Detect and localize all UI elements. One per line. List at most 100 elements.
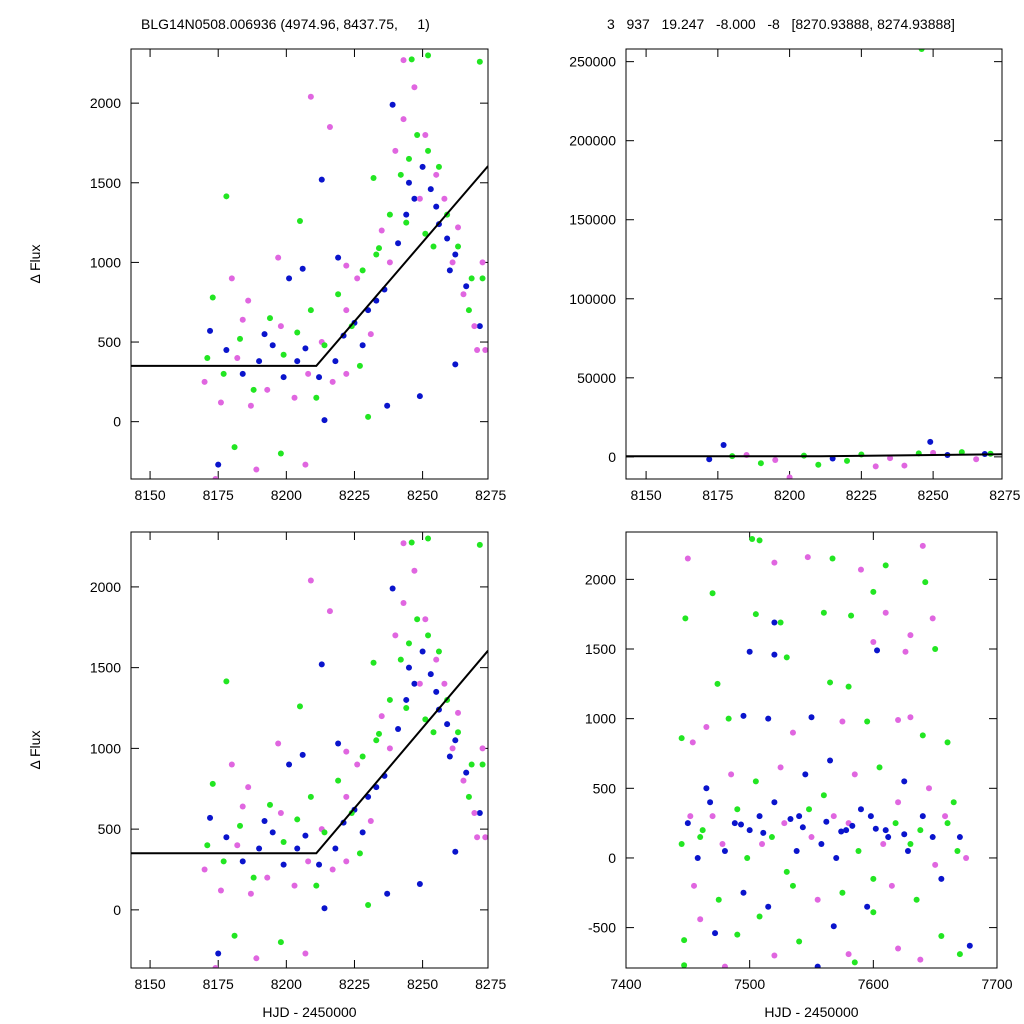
- data-point: [212, 965, 219, 968]
- data-point: [294, 358, 301, 365]
- x-tick-label: 8150: [631, 487, 662, 503]
- data-point: [907, 632, 914, 639]
- data-point: [316, 374, 323, 381]
- data-point: [307, 93, 314, 100]
- data-point: [280, 861, 287, 868]
- data-point: [783, 654, 790, 661]
- data-point: [416, 680, 423, 687]
- data-point: [403, 219, 410, 226]
- data-point: [343, 307, 350, 314]
- data-point: [687, 813, 694, 820]
- data-point: [335, 254, 342, 261]
- data-point: [277, 450, 284, 457]
- data-point: [373, 251, 380, 258]
- data-point: [872, 825, 879, 832]
- data-point: [468, 275, 475, 282]
- data-point: [419, 648, 426, 655]
- data-point: [830, 813, 837, 820]
- data-point: [759, 841, 766, 848]
- data-point: [728, 771, 735, 778]
- data-point: [804, 554, 811, 561]
- data-point: [904, 847, 911, 854]
- data-point: [808, 714, 815, 721]
- data-point: [400, 116, 407, 123]
- data-point: [228, 761, 235, 768]
- data-point: [864, 718, 871, 725]
- data-point: [356, 850, 363, 857]
- data-point: [332, 845, 339, 852]
- data-point: [938, 932, 945, 939]
- data-point: [444, 721, 451, 728]
- data-point: [709, 813, 716, 820]
- data-point: [682, 615, 689, 622]
- data-point: [815, 461, 822, 468]
- data-point: [918, 49, 925, 52]
- data-point: [956, 834, 963, 841]
- data-point: [452, 737, 459, 744]
- data-point: [707, 799, 714, 806]
- data-point: [326, 608, 333, 615]
- data-point: [411, 680, 418, 687]
- data-point: [756, 537, 763, 544]
- data-point: [359, 267, 366, 274]
- data-point: [917, 827, 924, 834]
- data-point: [463, 283, 470, 290]
- data-point: [386, 745, 393, 752]
- data-point: [400, 600, 407, 607]
- data-point: [925, 785, 932, 792]
- data-point: [706, 456, 713, 463]
- data-point: [872, 463, 879, 470]
- data-point: [408, 539, 415, 546]
- data-point: [829, 555, 836, 562]
- data-point: [446, 267, 453, 274]
- data-point: [395, 726, 402, 733]
- data-point: [684, 820, 691, 827]
- data-point: [231, 444, 238, 451]
- y-tick-label: 2000: [90, 579, 121, 595]
- x-tick-label: 8200: [271, 976, 302, 992]
- data-point: [845, 683, 852, 690]
- data-point: [919, 542, 926, 549]
- plot-frame: [625, 48, 1003, 480]
- data-point: [302, 345, 309, 352]
- data-point: [209, 780, 216, 787]
- data-point: [749, 535, 756, 542]
- data-point: [223, 834, 230, 841]
- data-point: [476, 809, 483, 816]
- data-point: [966, 942, 973, 949]
- fit-line: [626, 453, 1002, 458]
- data-point: [384, 402, 391, 409]
- data-point: [839, 889, 846, 896]
- data-point: [845, 951, 852, 958]
- data-point: [699, 827, 706, 834]
- data-point: [678, 735, 685, 742]
- points-bottom-right: [678, 535, 973, 968]
- data-point: [332, 358, 339, 365]
- panel-bottom-right: 7400 7500 7600 7700 -500 0 500 1000 1500 2000 HJD …: [585, 531, 1013, 1020]
- data-point: [239, 370, 246, 377]
- data-point: [367, 331, 374, 338]
- data-point: [321, 829, 328, 836]
- y-tick-label: 0: [608, 850, 616, 866]
- data-point: [405, 640, 412, 647]
- data-point: [479, 259, 486, 266]
- data-point: [744, 854, 751, 861]
- y-tick-label: 1500: [585, 641, 616, 657]
- data-point: [247, 890, 254, 897]
- data-point: [902, 648, 909, 655]
- y-tick-label: 500: [98, 334, 122, 350]
- data-point: [787, 815, 794, 822]
- data-point: [954, 847, 961, 854]
- data-point: [296, 218, 303, 224]
- data-point: [386, 211, 393, 218]
- data-point: [207, 327, 214, 334]
- data-point: [476, 323, 483, 330]
- data-point: [681, 962, 688, 968]
- data-point: [932, 646, 939, 653]
- data-point: [395, 240, 402, 247]
- data-point: [422, 230, 429, 237]
- data-point: [250, 386, 257, 393]
- data-point: [302, 950, 309, 957]
- data-point: [419, 163, 426, 170]
- data-point: [250, 874, 257, 881]
